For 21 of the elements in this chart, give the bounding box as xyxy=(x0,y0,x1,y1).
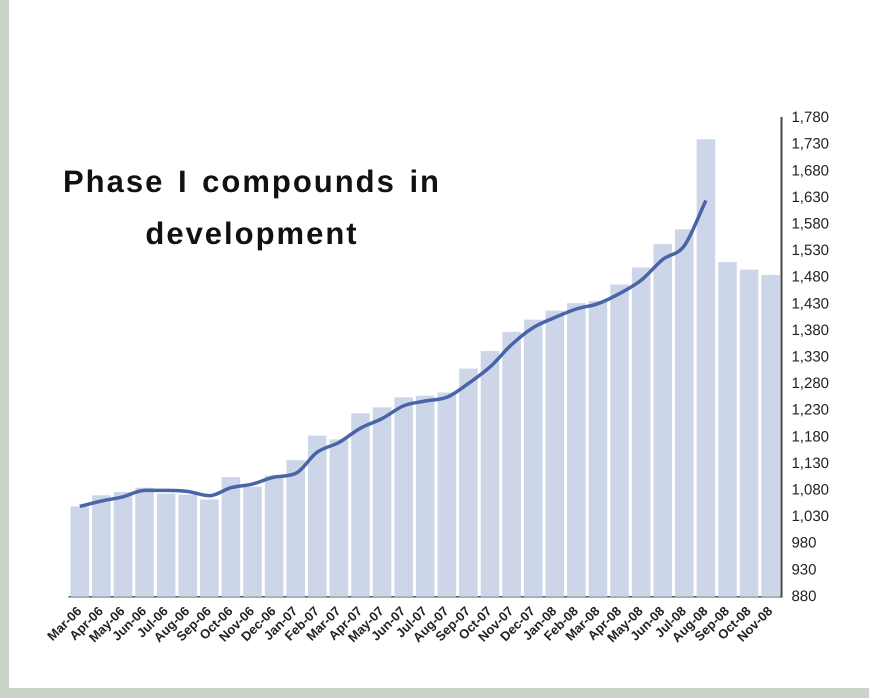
y-tick-label: 880 xyxy=(791,588,816,605)
y-tick-label: 1,730 xyxy=(791,136,830,153)
y-tick-label: 930 xyxy=(791,561,816,578)
text: Phase I compounds in development xyxy=(62,163,442,253)
y-tick-label: 1,180 xyxy=(791,428,830,446)
y-tick-label: 1,480 xyxy=(791,268,830,286)
y-tick-label: 1,380 xyxy=(791,322,830,339)
y-tick-label: 1,330 xyxy=(791,348,830,366)
y-tick-label: 1,580 xyxy=(791,216,830,233)
y-tick-label: 1,030 xyxy=(791,508,830,526)
y-tick-label: 1,130 xyxy=(791,454,830,472)
y-tick-label: 1,230 xyxy=(791,402,830,419)
y-tick-label: 1,280 xyxy=(791,375,830,392)
y-tick-label: 1,780 xyxy=(791,109,830,126)
y-tick-label: 980 xyxy=(791,534,816,552)
y-tick-label: 1,630 xyxy=(791,188,830,206)
y-tick-label: 1,530 xyxy=(791,242,830,260)
y-tick-label: 1,680 xyxy=(791,162,830,180)
y-tick-label: 1,080 xyxy=(791,482,830,499)
y-tick-label: 1,430 xyxy=(791,295,830,312)
line-series xyxy=(78,198,708,508)
